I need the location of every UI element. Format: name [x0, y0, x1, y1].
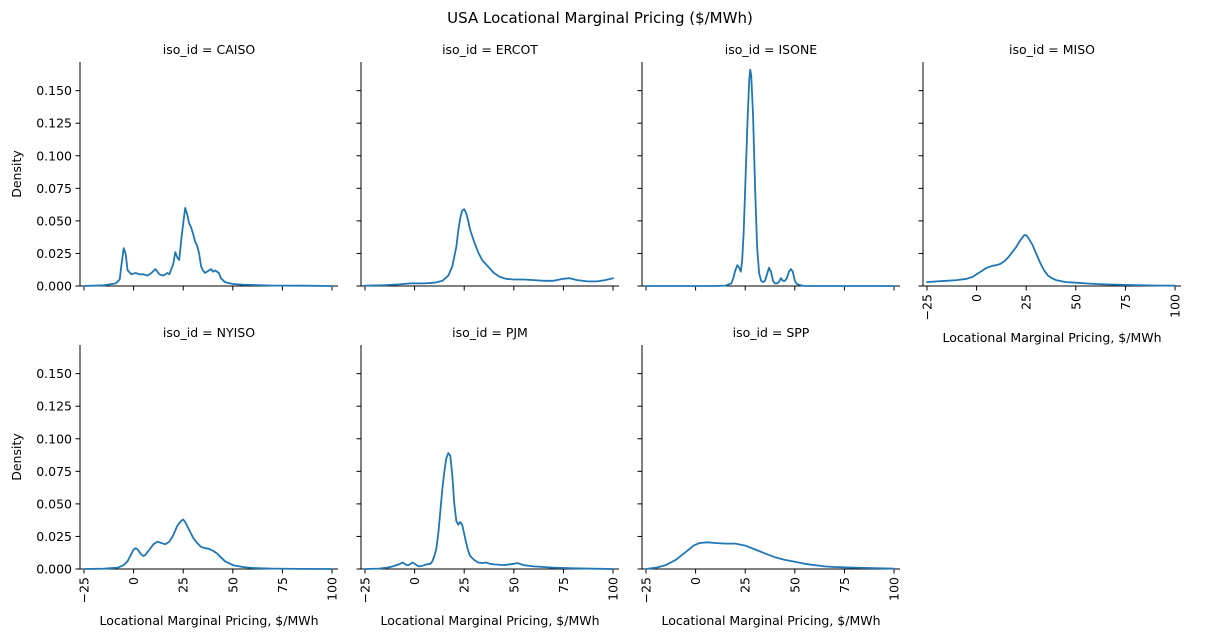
- x-tick-label: 0: [407, 577, 422, 585]
- y-tick-label: 0.125: [36, 116, 72, 131]
- density-curve: [83, 206, 333, 287]
- y-tick-label: 0.100: [36, 148, 72, 163]
- panel-title: iso_id = PJM: [452, 325, 528, 340]
- x-tick-label: 100: [887, 577, 902, 601]
- x-axis-label: Locational Marginal Pricing, $/MWh: [661, 613, 880, 628]
- x-tick-label: 0: [688, 577, 703, 585]
- panel-title: iso_id = CAISO: [163, 42, 256, 57]
- x-axis-label: Locational Marginal Pricing, $/MWh: [380, 613, 599, 628]
- density-curve: [645, 68, 895, 287]
- x-tick-label: 100: [325, 577, 340, 601]
- x-tick-label: −25: [638, 577, 653, 603]
- x-tick-label: 0: [126, 577, 141, 585]
- y-tick-label: 0.000: [36, 279, 72, 294]
- x-tick-label: 75: [275, 577, 290, 593]
- panel-title: iso_id = SPP: [733, 325, 810, 340]
- panel-title: iso_id = ERCOT: [442, 42, 538, 57]
- y-axis-label: Density: [9, 150, 24, 198]
- facet-panel: iso_id = CAISO 0.000 0.025 0.050 0.075 0.100 0…: [9, 42, 338, 294]
- facet-panel: iso_id = NYISO 0.000 0.025 0.050 0.075 0.100 0…: [9, 325, 340, 628]
- x-tick-label: 50: [225, 577, 240, 593]
- density-curve: [364, 208, 614, 287]
- density-curve: [364, 452, 614, 570]
- x-tick-label: 100: [1168, 294, 1183, 318]
- x-tick-label: 25: [457, 577, 472, 593]
- y-tick-label: 0.125: [36, 399, 72, 414]
- x-tick-label: 50: [787, 577, 802, 593]
- x-tick-label: −25: [919, 294, 934, 320]
- panel-title: iso_id = NYISO: [163, 325, 255, 340]
- y-tick-label: 0.150: [36, 366, 72, 381]
- y-tick-label: 0.075: [36, 181, 72, 196]
- x-tick-label: 75: [837, 577, 852, 593]
- x-axis-label: Locational Marginal Pricing, $/MWh: [942, 330, 1161, 345]
- y-tick-label: 0.025: [36, 529, 72, 544]
- density-curve: [83, 518, 333, 570]
- y-axis-label: Density: [9, 433, 24, 481]
- x-tick-label: 50: [506, 577, 521, 593]
- density-curve: [926, 234, 1176, 287]
- x-tick-label: −25: [357, 577, 372, 603]
- x-tick-label: −25: [76, 577, 91, 603]
- y-tick-label: 0.000: [36, 562, 72, 577]
- x-tick-label: 0: [969, 294, 984, 302]
- y-tick-label: 0.100: [36, 431, 72, 446]
- y-tick-label: 0.075: [36, 464, 72, 479]
- y-tick-label: 0.025: [36, 246, 72, 261]
- x-tick-label: 25: [176, 577, 191, 593]
- facet-panel: iso_id = ISONE: [637, 42, 900, 291]
- y-tick-label: 0.050: [36, 213, 72, 228]
- x-tick-label: 50: [1068, 294, 1083, 310]
- x-tick-label: 75: [1118, 294, 1133, 310]
- facet-panel: iso_id = MISO −25 0 25 50 75 100 Locational Mar…: [918, 42, 1183, 345]
- x-tick-label: 75: [556, 577, 571, 593]
- facet-panel: iso_id = SPP −25 0 25 50 75 100 Locational Marg…: [637, 325, 902, 628]
- y-tick-label: 0.150: [36, 83, 72, 98]
- x-axis-label: Locational Marginal Pricing, $/MWh: [99, 613, 318, 628]
- panel-title: iso_id = ISONE: [725, 42, 818, 57]
- facet-panel: iso_id = PJM −25 0 25 50 75 100 Locational Marg…: [356, 325, 621, 628]
- figure-title: USA Locational Marginal Pricing ($/MWh): [447, 9, 753, 27]
- y-tick-label: 0.050: [36, 496, 72, 511]
- x-tick-label: 25: [738, 577, 753, 593]
- x-tick-label: 25: [1019, 294, 1034, 310]
- density-curve: [645, 541, 895, 570]
- x-tick-label: 100: [606, 577, 621, 601]
- panel-title: iso_id = MISO: [1009, 42, 1095, 57]
- facet-panel: iso_id = ERCOT: [356, 42, 619, 291]
